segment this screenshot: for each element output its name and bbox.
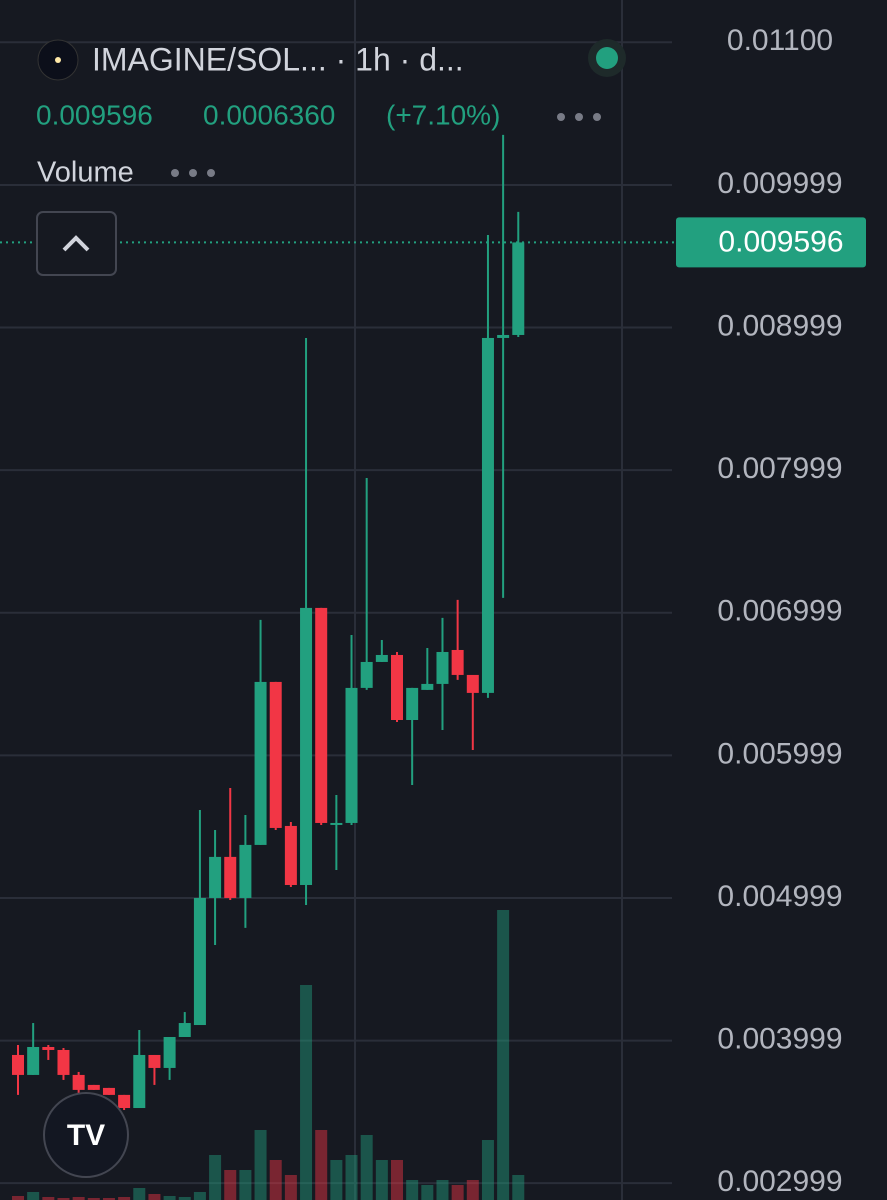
volume-menu[interactable] xyxy=(171,169,215,177)
candle-body xyxy=(512,242,525,335)
volume-bar xyxy=(375,1160,388,1200)
candle-body xyxy=(421,683,434,690)
y-tick-label: 0.009999 xyxy=(717,167,842,200)
candle-body xyxy=(163,1037,176,1068)
volume-bar xyxy=(391,1160,403,1200)
candle-body xyxy=(481,337,494,693)
token-icon-star xyxy=(55,57,61,63)
y-tick-label: 0.004999 xyxy=(717,880,842,913)
y-tick-label: 0.002999 xyxy=(717,1165,842,1198)
volume-bar xyxy=(57,1198,70,1200)
candle-body xyxy=(87,1084,100,1090)
candle-body xyxy=(375,654,388,662)
volume-bar xyxy=(102,1198,115,1200)
candle-body xyxy=(436,651,449,684)
volume-bar xyxy=(148,1194,161,1200)
last-price: 0.009596 xyxy=(36,99,153,130)
tv-logo-mark: TV xyxy=(67,1119,105,1152)
candle-body xyxy=(27,1046,40,1075)
candle-body xyxy=(497,334,510,338)
candle-body xyxy=(451,649,464,675)
candle-body xyxy=(345,687,358,823)
volume-bar xyxy=(497,910,510,1200)
volume-bar xyxy=(269,1160,282,1200)
volume-label: Volume xyxy=(37,157,134,189)
y-tick-label: 0.01100 xyxy=(727,24,833,57)
volume-bar xyxy=(118,1197,131,1200)
more-menu[interactable] xyxy=(557,113,601,121)
y-tick-label: 0.008999 xyxy=(717,309,842,342)
candle-body xyxy=(118,1094,131,1109)
last-price-tag xyxy=(676,217,866,268)
volume-bar xyxy=(512,1175,525,1200)
y-tick-label: 0.007999 xyxy=(717,452,842,485)
volume-bar xyxy=(330,1160,343,1200)
y-tick-label: 0.005999 xyxy=(717,737,842,770)
volume-bar xyxy=(163,1196,176,1200)
candle-body xyxy=(269,681,282,828)
volume-bar xyxy=(284,1175,297,1200)
volume-bar xyxy=(72,1197,85,1200)
volume-bar xyxy=(360,1135,373,1200)
y-tick-label: 0.003999 xyxy=(717,1022,842,1055)
volume-bar xyxy=(315,1130,328,1200)
volume-bar xyxy=(451,1185,464,1200)
candle-body xyxy=(193,897,206,1026)
candle-body xyxy=(42,1046,55,1050)
volume-bar xyxy=(224,1170,237,1200)
candle-body xyxy=(102,1087,115,1095)
volume-bar xyxy=(87,1198,100,1200)
volume-bar xyxy=(481,1140,494,1200)
volume-bar xyxy=(193,1192,206,1200)
candle-body xyxy=(391,654,403,720)
collapse-button[interactable] xyxy=(36,211,117,276)
volume-bar xyxy=(436,1180,449,1200)
candle-body xyxy=(406,687,419,720)
volume-bar xyxy=(421,1185,434,1200)
volume-bar xyxy=(133,1188,146,1200)
volume-bar xyxy=(300,985,313,1200)
volume-bars xyxy=(12,910,525,1200)
candle-body xyxy=(12,1054,24,1075)
volume-bar xyxy=(42,1197,55,1200)
volume-bar xyxy=(406,1180,419,1200)
grid xyxy=(0,41,672,1185)
candle-body xyxy=(148,1054,161,1068)
candle-body xyxy=(315,607,328,823)
candle-body xyxy=(72,1074,85,1090)
status-dot xyxy=(596,47,618,69)
candle-body xyxy=(239,844,252,898)
candle-body xyxy=(178,1023,191,1038)
collapse-icon xyxy=(62,235,90,252)
candle-body xyxy=(224,856,237,898)
candle-body xyxy=(133,1054,146,1109)
volume-bar xyxy=(254,1130,267,1200)
last-price-tag-label: 0.009596 xyxy=(718,225,843,258)
volume-bar xyxy=(209,1155,222,1200)
candle-body xyxy=(284,825,297,885)
tv-logo[interactable] xyxy=(43,1092,129,1178)
price-axis: 0.01100 0.009999 0.008999 0.007999 0.006999 0… xyxy=(676,24,866,1198)
volume-bar xyxy=(27,1192,40,1200)
volume-bar xyxy=(12,1196,24,1200)
candle-body xyxy=(360,661,373,688)
candle-body xyxy=(209,856,222,898)
percent-change: (+7.10%) xyxy=(386,99,500,130)
volume-bar xyxy=(239,1170,252,1200)
candle-body xyxy=(300,607,313,885)
volume-bar xyxy=(345,1155,358,1200)
volume-bar xyxy=(178,1197,191,1200)
volume-bar xyxy=(466,1180,479,1200)
candle-body xyxy=(254,681,267,845)
candle-body xyxy=(466,674,479,693)
candles xyxy=(0,134,676,1111)
price-change: 0.0006360 xyxy=(203,99,335,130)
candle-body xyxy=(57,1049,70,1075)
y-tick-label: 0.006999 xyxy=(717,595,842,628)
candle-body xyxy=(330,822,343,825)
symbol-title[interactable]: IMAGINE/SOL... · 1h · d... xyxy=(92,41,464,77)
